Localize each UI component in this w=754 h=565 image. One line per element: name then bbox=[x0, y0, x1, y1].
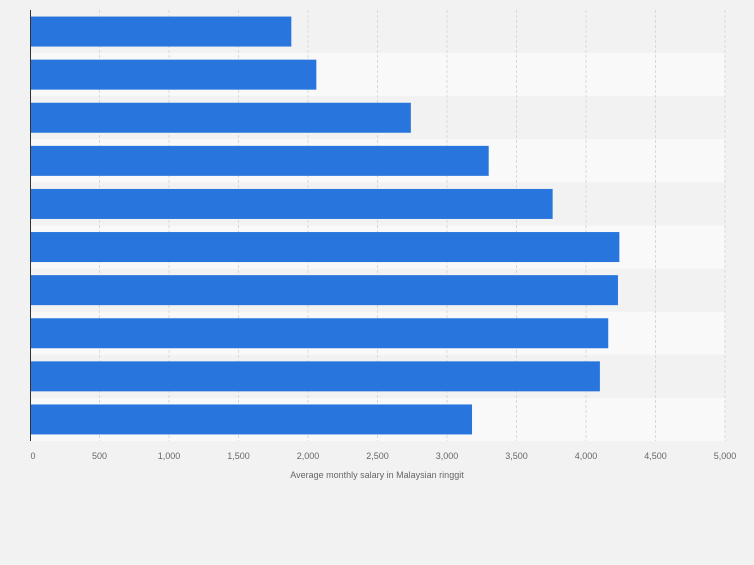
bar[interactable] bbox=[30, 318, 609, 349]
x-tick-label: 5,000 bbox=[714, 451, 737, 461]
bar[interactable] bbox=[30, 361, 600, 392]
x-tick-label: 4,000 bbox=[575, 451, 598, 461]
x-tick-label: 500 bbox=[92, 451, 107, 461]
bar[interactable] bbox=[30, 188, 553, 219]
bar[interactable] bbox=[30, 275, 618, 306]
x-axis-ticks: 0 500 1,000 1,500 2,000 2,500 3,000 3,500 4,000 4… bbox=[30, 451, 736, 461]
bar[interactable] bbox=[30, 16, 292, 47]
x-tick-label: 3,000 bbox=[436, 451, 459, 461]
x-tick-label: 2,000 bbox=[297, 451, 320, 461]
bar[interactable] bbox=[30, 404, 473, 435]
bar[interactable] bbox=[30, 232, 620, 263]
bars bbox=[30, 16, 620, 435]
x-tick-label: 2,500 bbox=[366, 451, 389, 461]
x-tick-label: 1,000 bbox=[158, 451, 181, 461]
bar[interactable] bbox=[30, 102, 411, 133]
x-tick-label: 1,500 bbox=[227, 451, 250, 461]
x-tick-label: 4,500 bbox=[644, 451, 667, 461]
x-axis-label: Average monthly salary in Malaysian ring… bbox=[290, 470, 464, 480]
bar[interactable] bbox=[30, 145, 489, 176]
x-tick-label: 0 bbox=[30, 451, 35, 461]
x-tick-label: 3,500 bbox=[505, 451, 528, 461]
bar[interactable] bbox=[30, 59, 317, 90]
